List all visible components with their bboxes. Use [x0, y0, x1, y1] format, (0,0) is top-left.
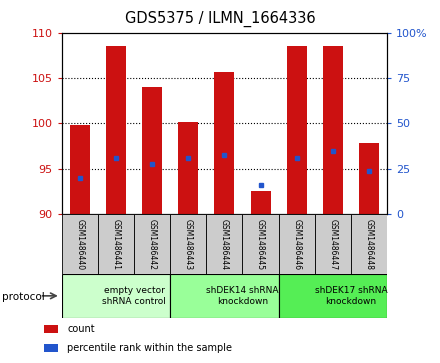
Bar — [98, 214, 134, 274]
Text: GSM1486443: GSM1486443 — [184, 219, 193, 270]
Bar — [315, 214, 351, 274]
Text: empty vector
shRNA control: empty vector shRNA control — [102, 286, 166, 306]
Bar — [323, 46, 343, 214]
Text: GSM1486442: GSM1486442 — [147, 219, 157, 270]
Bar — [44, 344, 58, 352]
Bar — [214, 72, 235, 214]
Bar — [106, 46, 126, 214]
Text: GDS5375 / ILMN_1664336: GDS5375 / ILMN_1664336 — [125, 11, 315, 27]
Bar — [170, 274, 279, 318]
Text: GSM1486447: GSM1486447 — [328, 219, 337, 270]
Text: GSM1486448: GSM1486448 — [365, 219, 374, 270]
Text: GSM1486446: GSM1486446 — [292, 219, 301, 270]
Bar — [134, 214, 170, 274]
Bar — [170, 214, 206, 274]
Text: shDEK17 shRNA
knockdown: shDEK17 shRNA knockdown — [315, 286, 387, 306]
Bar — [251, 191, 271, 214]
Bar — [70, 125, 90, 214]
Text: GSM1486444: GSM1486444 — [220, 219, 229, 270]
Bar — [359, 143, 379, 214]
Text: protocol: protocol — [2, 292, 45, 302]
Bar — [62, 214, 98, 274]
Text: percentile rank within the sample: percentile rank within the sample — [67, 343, 232, 353]
Bar — [178, 122, 198, 214]
Text: count: count — [67, 324, 95, 334]
Text: GSM1486441: GSM1486441 — [111, 219, 121, 270]
Bar — [242, 214, 279, 274]
Bar — [287, 46, 307, 214]
Bar — [279, 274, 387, 318]
Bar — [62, 274, 170, 318]
Bar — [44, 325, 58, 333]
Bar — [351, 214, 387, 274]
Bar — [206, 214, 242, 274]
Text: shDEK14 shRNA
knockdown: shDEK14 shRNA knockdown — [206, 286, 279, 306]
Text: GSM1486445: GSM1486445 — [256, 219, 265, 270]
Bar — [279, 214, 315, 274]
Text: GSM1486440: GSM1486440 — [75, 219, 84, 270]
Bar — [142, 87, 162, 214]
